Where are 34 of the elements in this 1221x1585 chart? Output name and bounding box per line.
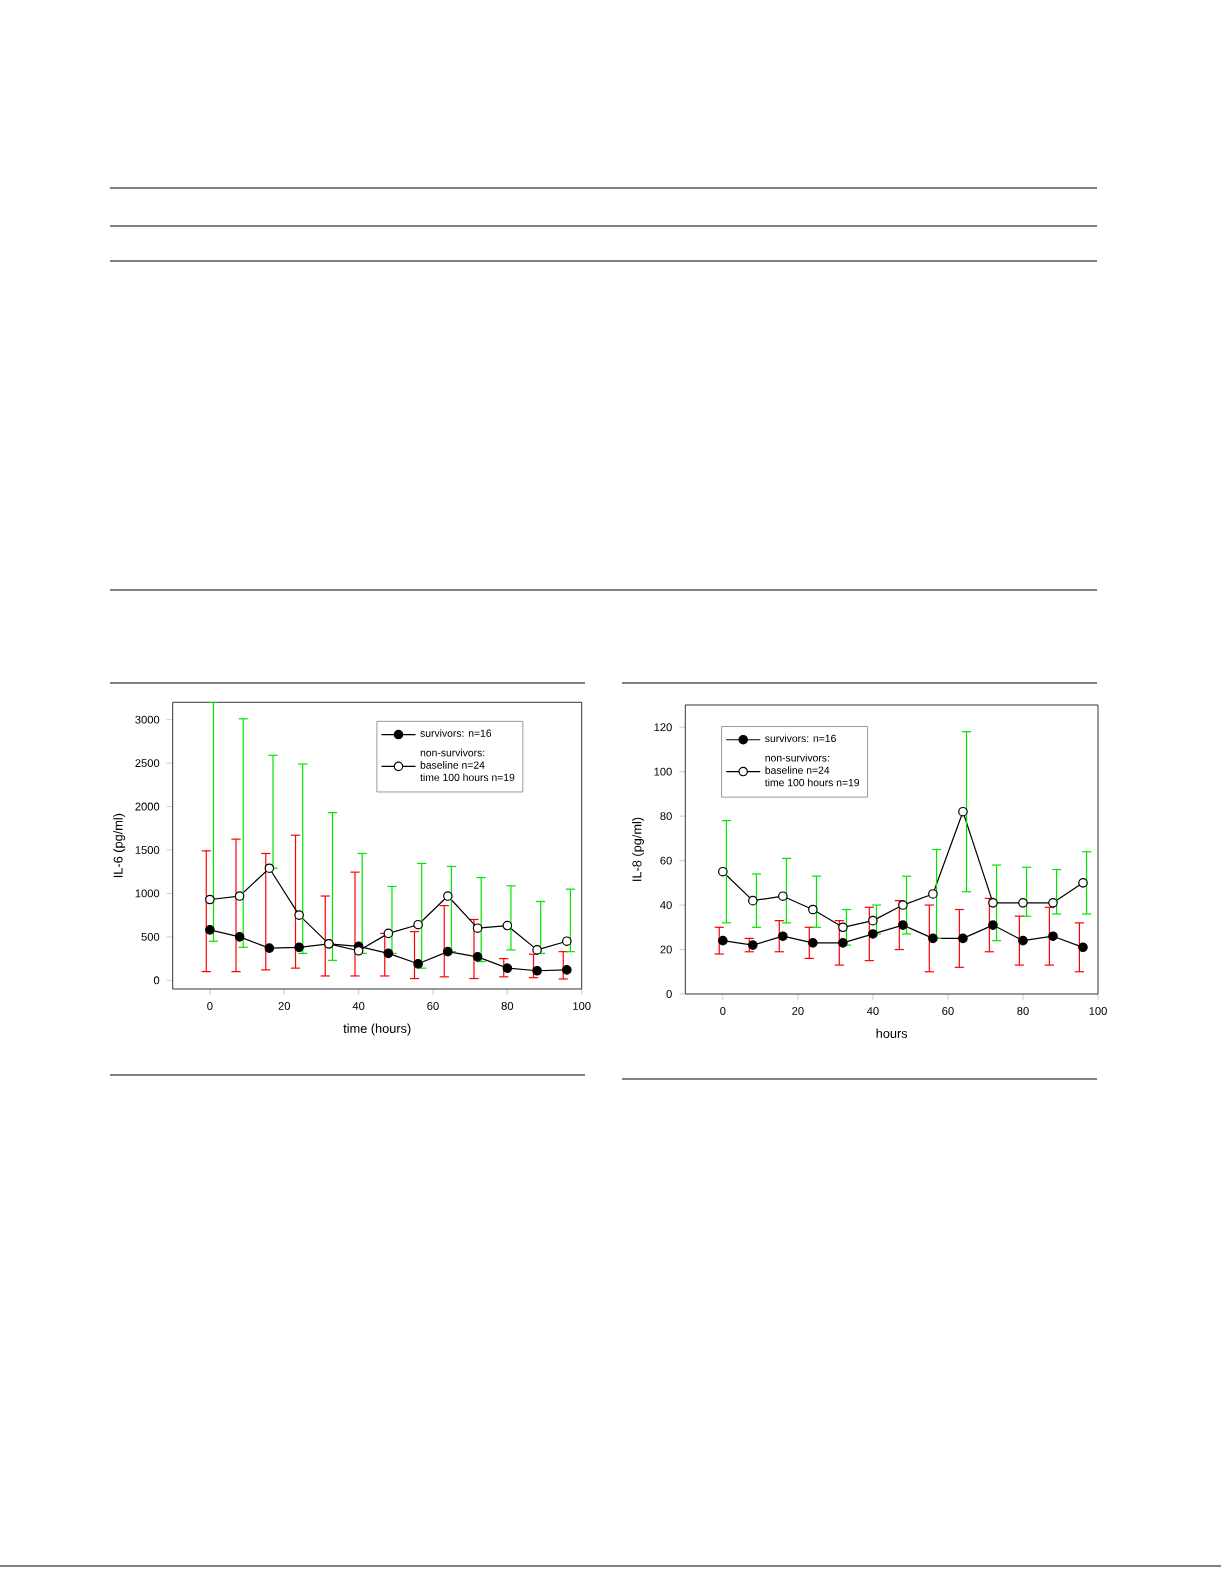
y-tick-label: 20	[660, 945, 672, 954]
y-tick-label: 3000	[135, 715, 160, 724]
y-axis-title: IL-8 (pg/ml)	[632, 817, 644, 881]
x-tick-label: 40	[352, 1002, 365, 1010]
x-axis-title: time (hours)	[343, 1023, 411, 1036]
x-tick-label: 40	[866, 1007, 879, 1015]
y-tick-label: 1500	[135, 846, 160, 854]
x-tick-label: 100	[573, 1002, 591, 1010]
y-tick-label: 500	[141, 932, 160, 941]
y-tick-label: 40	[660, 901, 672, 910]
x-tick-label: 0	[720, 1007, 726, 1015]
y-tick-label: 0	[666, 990, 672, 998]
x-axis-title: hours	[876, 1028, 908, 1038]
legend-label: non-survivors: baseline n=24 time 100 hours n=19	[420, 748, 515, 782]
x-tick-label: 0	[207, 1002, 213, 1010]
legend-label: non-survivors: baseline n=24 time 100 hours n=19	[764, 753, 860, 787]
x-tick-label: 20	[792, 1007, 804, 1015]
y-tick-label: 60	[660, 856, 672, 865]
y-tick-label: 2500	[135, 759, 160, 768]
y-tick-label: 120	[654, 723, 672, 732]
x-tick-label: 100	[1089, 1007, 1107, 1015]
y-tick-label: 1000	[135, 889, 160, 898]
x-tick-label: 80	[1017, 1007, 1029, 1015]
x-tick-label: 20	[278, 1002, 291, 1010]
x-tick-label: 80	[501, 1002, 514, 1010]
legend-label: survivors: n=16	[765, 734, 836, 743]
y-tick-label: 100	[654, 767, 672, 776]
x-tick-label: 60	[942, 1007, 954, 1015]
y-tick-label: 80	[660, 812, 672, 821]
legend-label: survivors: n=16	[420, 729, 492, 737]
y-tick-label: 2000	[135, 802, 160, 811]
y-axis-title: IL-6 (pg/ml)	[113, 813, 126, 878]
x-tick-label: 60	[427, 1002, 439, 1010]
y-tick-label: 0	[153, 976, 160, 985]
